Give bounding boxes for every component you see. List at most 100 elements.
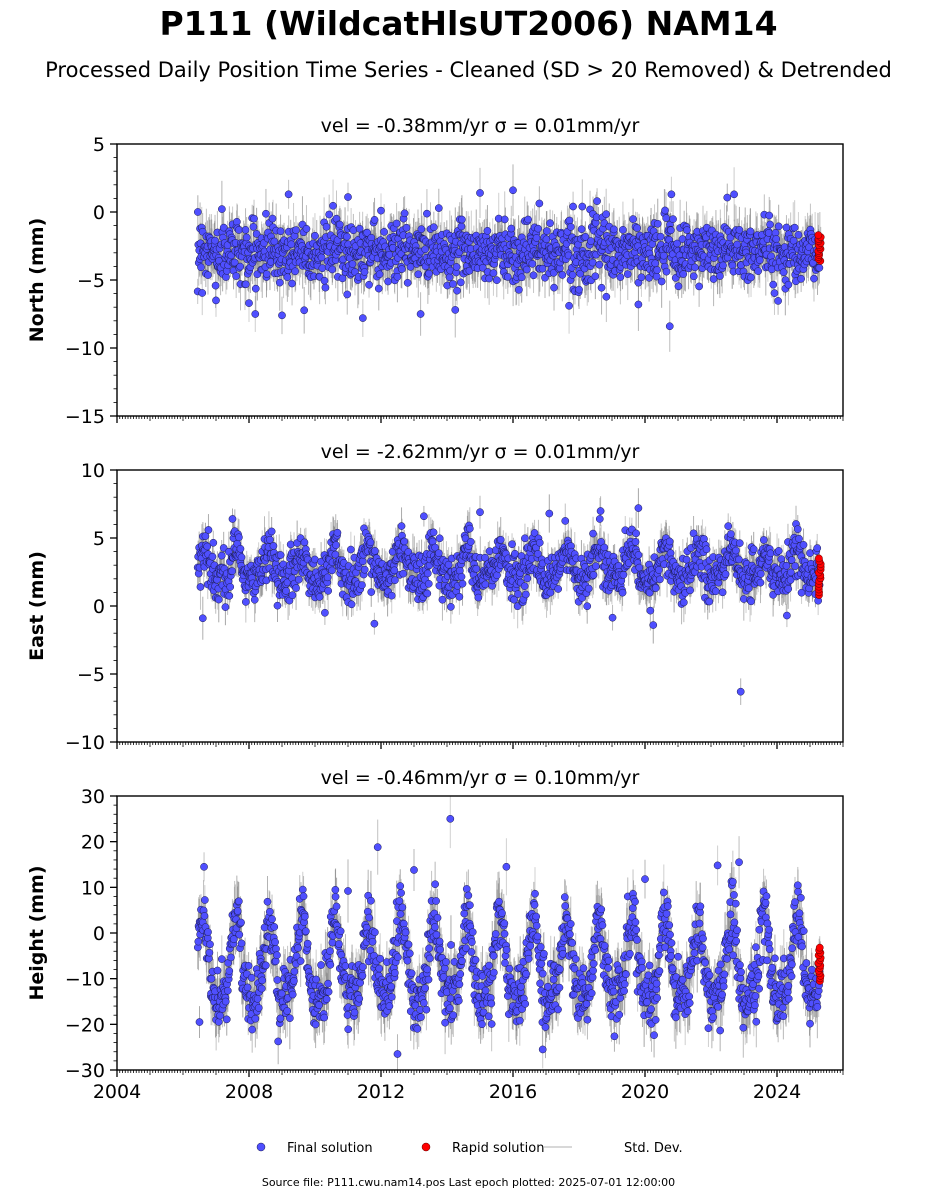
final-solution-point bbox=[581, 233, 590, 241]
final-solution-point bbox=[393, 272, 402, 281]
final-solution-point bbox=[278, 311, 286, 320]
final-solution-point bbox=[597, 283, 606, 292]
final-solution-point bbox=[429, 223, 438, 232]
final-solution-point bbox=[221, 603, 230, 611]
final-solution-point bbox=[591, 272, 600, 281]
final-solution-point bbox=[365, 280, 373, 289]
final-solution-point bbox=[358, 581, 366, 589]
final-solution-point bbox=[789, 236, 798, 245]
final-solution-point bbox=[262, 270, 271, 278]
final-solution-point bbox=[716, 272, 724, 280]
final-solution-point bbox=[292, 226, 300, 234]
final-solution-point bbox=[358, 557, 367, 566]
final-solution-point bbox=[723, 193, 732, 202]
final-solution-point bbox=[733, 240, 742, 249]
x-ticks-0 bbox=[116, 416, 844, 423]
final-solution-point bbox=[212, 296, 220, 305]
final-solution-point bbox=[343, 290, 352, 299]
final-solution-point bbox=[691, 263, 699, 272]
final-solution-point bbox=[273, 601, 282, 610]
final-solution-point bbox=[623, 270, 632, 278]
final-solution-point bbox=[445, 273, 454, 282]
final-solution-point bbox=[575, 285, 583, 294]
y-tick-label: −10 bbox=[65, 338, 105, 360]
final-solution-point bbox=[367, 588, 376, 596]
final-solution-point bbox=[709, 275, 718, 283]
final-solution-point bbox=[558, 271, 567, 279]
final-solution-point bbox=[565, 216, 574, 225]
final-solution-point bbox=[241, 226, 250, 234]
final-solution-point bbox=[674, 282, 683, 291]
final-solution-point bbox=[517, 273, 526, 282]
final-solution-point bbox=[665, 322, 674, 331]
final-solution-point bbox=[380, 228, 388, 236]
final-solution-point bbox=[593, 197, 601, 205]
final-solution-point bbox=[549, 268, 558, 277]
final-solution-point bbox=[503, 273, 512, 281]
final-solution-point bbox=[452, 263, 461, 271]
final-solution-point bbox=[747, 273, 755, 282]
final-solution-point bbox=[669, 215, 677, 223]
final-solution-point bbox=[457, 222, 466, 231]
final-solution-point bbox=[774, 222, 783, 231]
final-solution-point bbox=[746, 227, 755, 236]
final-solution-point bbox=[218, 205, 226, 213]
final-solution-point bbox=[794, 231, 803, 239]
final-solution-point bbox=[588, 258, 597, 267]
final-solution-point bbox=[595, 260, 604, 269]
final-solution-point bbox=[211, 281, 220, 290]
final-solution-point bbox=[209, 538, 218, 547]
final-solution-point bbox=[292, 584, 300, 592]
final-solution-point bbox=[348, 260, 357, 268]
final-solution-point bbox=[237, 553, 246, 562]
final-solution-point bbox=[219, 544, 228, 552]
final-solution-point bbox=[242, 280, 250, 289]
final-solution-point bbox=[322, 222, 331, 231]
final-solution-point bbox=[500, 215, 509, 224]
final-solution-point bbox=[276, 227, 285, 236]
rapid-solution-points-0 bbox=[814, 231, 825, 265]
final-solution-point bbox=[275, 278, 284, 287]
final-solution-point bbox=[286, 540, 295, 549]
final-solution-point bbox=[302, 224, 311, 233]
final-solution-point bbox=[535, 199, 544, 208]
final-solution-point bbox=[300, 306, 309, 315]
final-solution-point bbox=[328, 566, 336, 575]
final-solution-point bbox=[267, 527, 276, 536]
final-solution-point bbox=[719, 261, 727, 270]
final-solution-point bbox=[456, 278, 465, 287]
final-solution-point bbox=[230, 258, 239, 267]
final-solution-point bbox=[449, 280, 457, 288]
final-solution-point bbox=[250, 595, 259, 604]
final-solution-point bbox=[417, 225, 426, 233]
final-solution-point bbox=[689, 272, 698, 281]
final-solution-point bbox=[370, 215, 379, 224]
final-solution-point bbox=[534, 224, 542, 233]
final-solution-point bbox=[653, 219, 662, 228]
rapid-solution-point bbox=[814, 231, 823, 239]
panel-0: 5 0 −5 −10 −15 vel = -0.38mm/yr σ = 0.01mm/yr… bbox=[26, 115, 844, 428]
final-solution-point bbox=[478, 263, 487, 272]
final-solution-point bbox=[344, 193, 352, 201]
final-solution-point bbox=[359, 314, 367, 322]
final-solution-point bbox=[282, 587, 290, 595]
final-solution-point bbox=[662, 267, 671, 276]
final-solution-point bbox=[217, 551, 226, 560]
final-solution-point bbox=[329, 201, 337, 210]
final-solution-point bbox=[235, 226, 243, 234]
y-tick-label: 0 bbox=[93, 202, 105, 224]
final-solution-point bbox=[360, 565, 369, 574]
final-solution-point bbox=[568, 271, 577, 279]
final-solution-point bbox=[284, 190, 293, 199]
final-solution-point bbox=[324, 587, 332, 595]
final-solution-point bbox=[371, 547, 379, 555]
final-solution-point bbox=[509, 186, 517, 195]
final-solution-point bbox=[667, 226, 675, 235]
final-solution-point bbox=[347, 600, 356, 609]
final-solution-point bbox=[235, 533, 243, 542]
final-solution-point bbox=[228, 567, 236, 575]
final-solution-point bbox=[616, 273, 625, 281]
final-solution-point bbox=[392, 219, 401, 228]
final-solution-point bbox=[194, 208, 202, 216]
final-solution-point bbox=[784, 280, 793, 289]
